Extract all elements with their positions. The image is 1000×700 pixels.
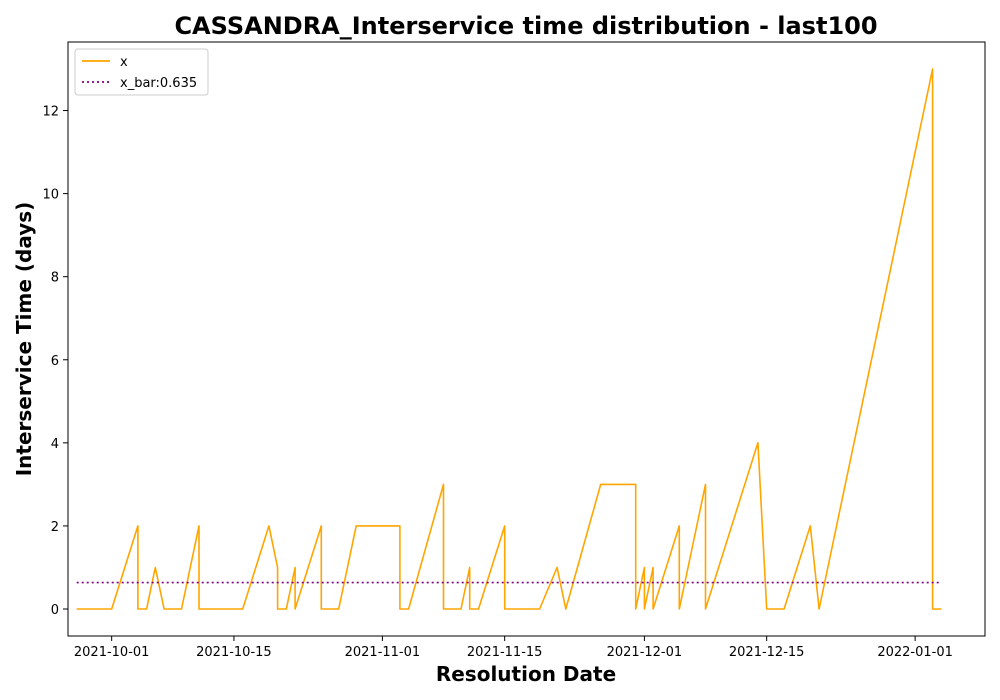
x-tick-label: 2021-10-01 — [74, 645, 150, 660]
legend-label-x: x — [120, 55, 128, 70]
series-layer — [76, 68, 942, 610]
y-tick-label: 12 — [42, 105, 59, 120]
y-tick-label: 6 — [51, 354, 59, 369]
y-tick-label: 10 — [42, 188, 59, 203]
x-tick-label: 2021-12-01 — [607, 645, 683, 660]
y-axis-label: Interservice Time (days) — [12, 202, 36, 477]
x-tick-label: 2021-11-01 — [345, 645, 421, 660]
legend: x x_bar:0.635 — [74, 48, 209, 96]
y-tick-label: 8 — [51, 271, 59, 286]
series-line-x — [76, 68, 942, 610]
legend-label-x-bar: x_bar:0.635 — [120, 76, 197, 91]
x-axis: 2021-10-01 2021-10-15 2021-11-01 2021-11-15… — [74, 636, 953, 660]
y-tick-label: 0 — [51, 603, 59, 618]
y-axis: 0 2 4 6 8 10 12 — [42, 105, 68, 618]
y-tick-label: 4 — [51, 437, 59, 452]
plot-frame — [67, 41, 986, 637]
chart-title: CASSANDRA_Interservice time distribution… — [174, 12, 877, 40]
y-tick-label: 2 — [51, 520, 59, 535]
x-tick-label: 2022-01-01 — [877, 645, 953, 660]
x-axis-label: Resolution Date — [436, 662, 616, 686]
x-tick-label: 2021-12-15 — [729, 645, 805, 660]
x-tick-label: 2021-10-15 — [196, 645, 272, 660]
x-tick-label: 2021-11-15 — [467, 645, 543, 660]
plot-area — [67, 41, 986, 637]
